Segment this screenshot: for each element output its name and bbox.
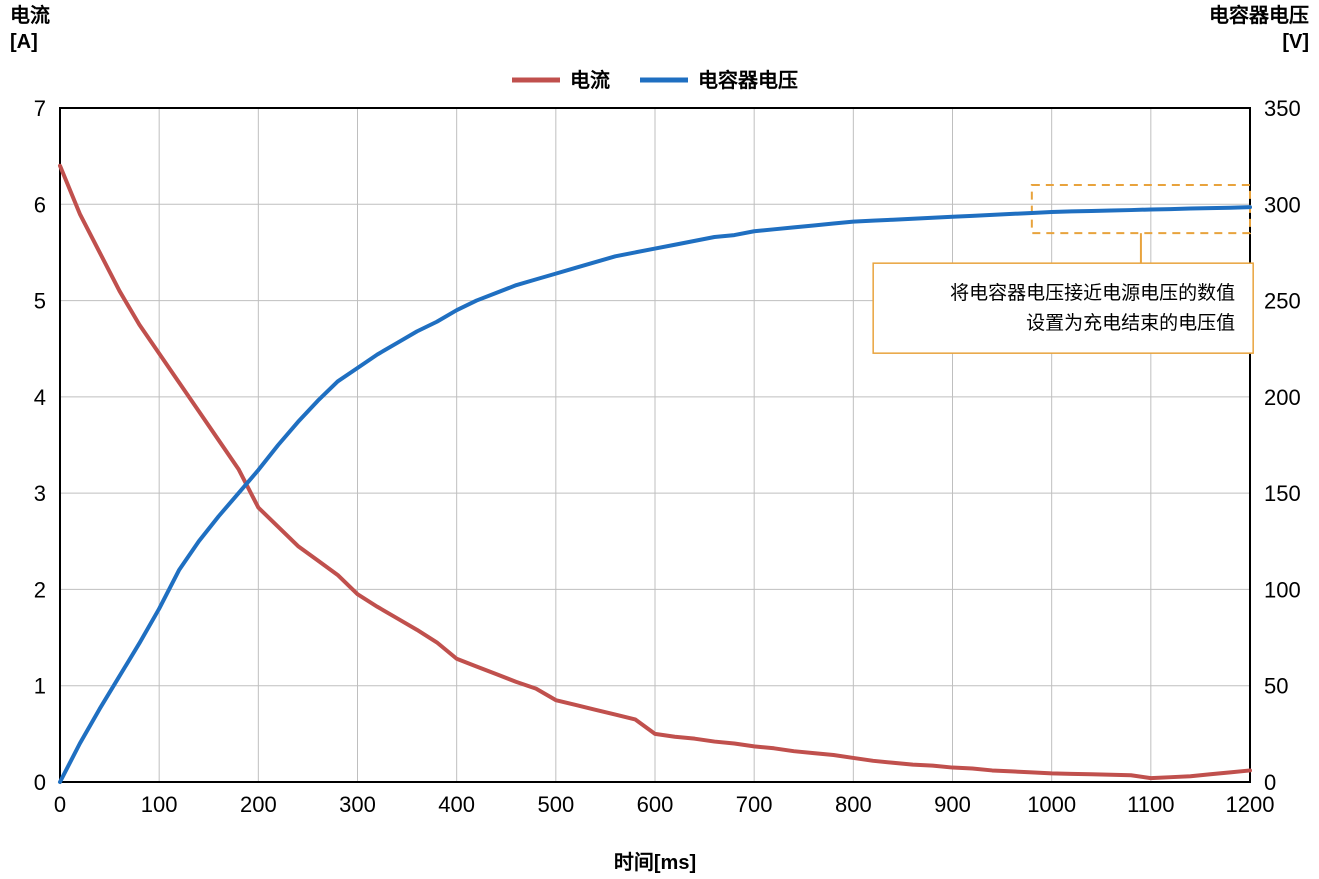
svg-text:设置为充电结束的电压值: 设置为充电结束的电压值 [1026,312,1235,334]
svg-text:150: 150 [1264,481,1301,506]
svg-text:6: 6 [34,192,46,217]
svg-text:电流: 电流 [570,68,610,92]
svg-text:5: 5 [34,289,46,314]
svg-text:7: 7 [34,96,46,121]
svg-text:[V]: [V] [1282,31,1309,53]
svg-text:200: 200 [240,792,277,817]
svg-text:4: 4 [34,385,46,410]
dual-axis-line-chart: 0100200300400500600700800900100011001200… [0,0,1319,879]
svg-text:电流: 电流 [10,3,50,27]
callout-box [873,263,1253,353]
svg-text:500: 500 [537,792,574,817]
svg-text:[A]: [A] [10,31,38,53]
svg-text:350: 350 [1264,96,1301,121]
svg-text:时间[ms]: 时间[ms] [614,851,696,874]
svg-text:600: 600 [637,792,674,817]
svg-text:3: 3 [34,481,46,506]
svg-text:0: 0 [1264,770,1276,795]
svg-text:100: 100 [1264,577,1301,602]
svg-text:200: 200 [1264,385,1301,410]
svg-text:100: 100 [141,792,178,817]
svg-text:2: 2 [34,577,46,602]
svg-text:250: 250 [1264,289,1301,314]
svg-text:300: 300 [1264,192,1301,217]
svg-text:1: 1 [34,674,46,699]
svg-text:400: 400 [438,792,475,817]
svg-text:0: 0 [54,792,66,817]
svg-text:50: 50 [1264,674,1288,699]
svg-text:1000: 1000 [1027,792,1076,817]
chart-container: 0100200300400500600700800900100011001200… [0,0,1319,879]
svg-text:1100: 1100 [1127,792,1174,817]
svg-text:将电容器电压接近电源电压的数值: 将电容器电压接近电源电压的数值 [950,282,1235,304]
svg-text:700: 700 [736,792,773,817]
svg-text:电容器电压: 电容器电压 [1209,3,1309,27]
svg-text:800: 800 [835,792,872,817]
svg-text:电容器电压: 电容器电压 [698,68,798,92]
svg-text:0: 0 [34,770,46,795]
svg-text:900: 900 [934,792,971,817]
svg-text:300: 300 [339,792,376,817]
svg-text:1200: 1200 [1226,792,1275,817]
